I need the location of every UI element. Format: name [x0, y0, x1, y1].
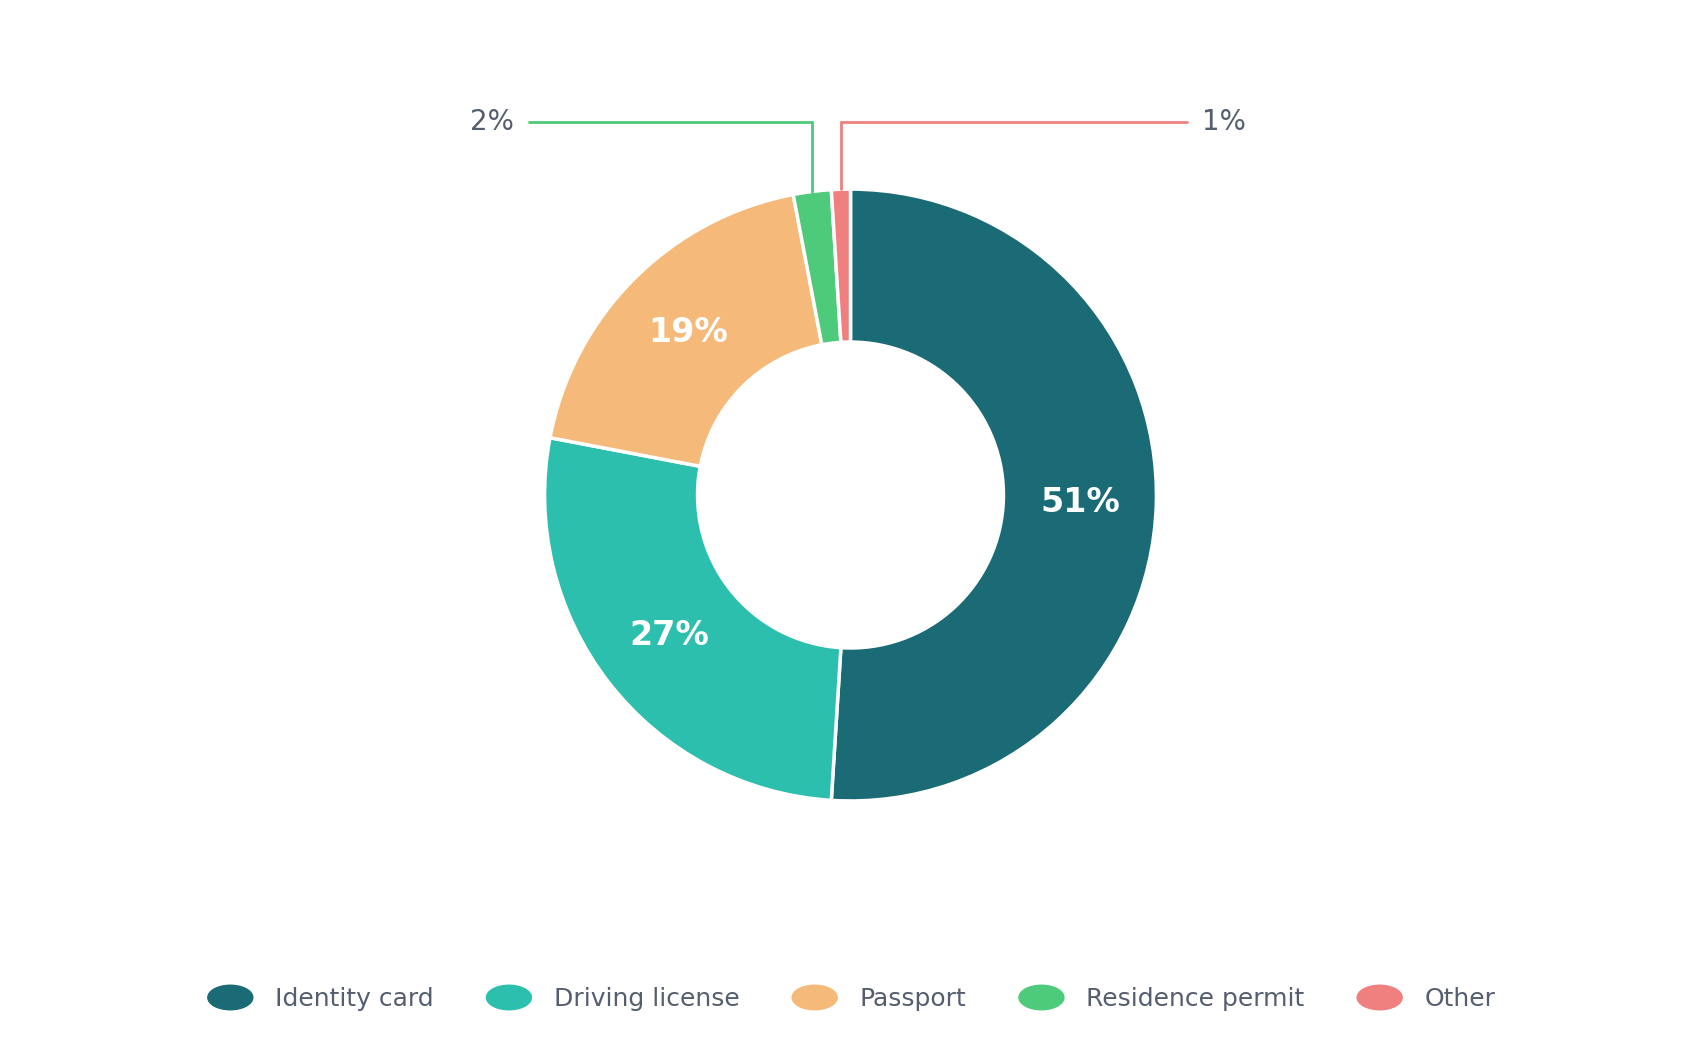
Wedge shape [544, 438, 840, 800]
Text: 19%: 19% [648, 316, 728, 350]
Wedge shape [832, 190, 850, 342]
Text: 27%: 27% [629, 619, 709, 652]
Text: 1%: 1% [1203, 108, 1247, 136]
Text: 2%: 2% [469, 108, 514, 136]
Wedge shape [793, 190, 840, 344]
Wedge shape [549, 195, 822, 466]
Legend: Identity card, Driving license, Passport, Residence permit, Other: Identity card, Driving license, Passport… [180, 962, 1521, 1037]
Text: 51%: 51% [1039, 486, 1119, 518]
Wedge shape [832, 190, 1157, 801]
